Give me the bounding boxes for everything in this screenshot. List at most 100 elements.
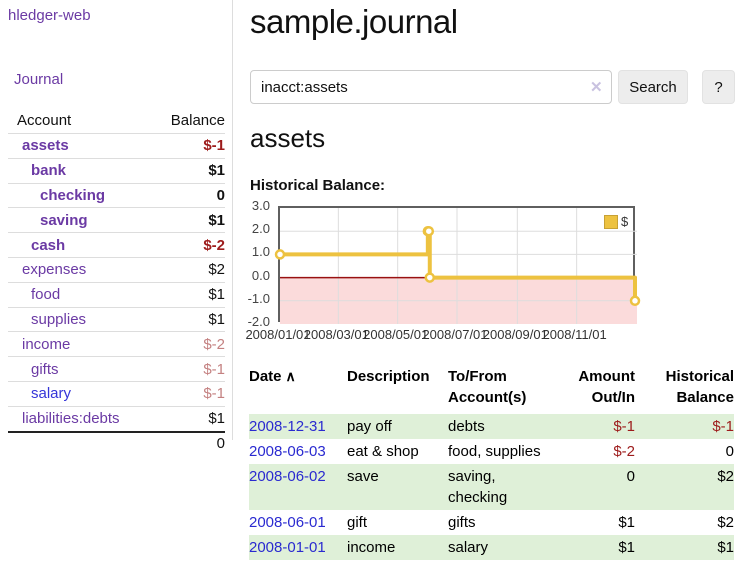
transaction-accounts: saving, checking [448, 468, 508, 506]
amount-column-header: Amount Out/In [578, 368, 635, 406]
account-total-row: 0 [8, 430, 225, 455]
transaction-description: save [347, 468, 379, 485]
account-balance: $1 [208, 310, 225, 328]
y-tick-label: 0.0 [251, 267, 270, 283]
x-tick-label: 2008/01/01 [245, 327, 311, 342]
x-tick-label: 2008/07/01 [422, 327, 488, 342]
help-button[interactable]: ? [702, 70, 735, 104]
page-title: sample.journal [250, 3, 458, 40]
account-column-header: Account [17, 112, 72, 129]
description-column-header: Description [347, 368, 430, 385]
account-row: cash $-2 [8, 232, 225, 257]
transaction-date-link[interactable]: 2008-01-01 [249, 539, 326, 556]
transaction-amount: $1 [618, 539, 635, 556]
sort-asc-icon: ∧ [285, 368, 296, 384]
transaction-accounts: gifts [448, 514, 476, 531]
account-row: checking 0 [8, 182, 225, 208]
account-table-header: Account Balance [8, 108, 225, 133]
register-table: Date ∧ Description To/From Account(s) Amo… [249, 364, 734, 560]
app-title-link[interactable]: hledger-web [8, 7, 91, 24]
transaction-accounts: debts [448, 418, 485, 435]
account-column-header: To/From Account(s) [448, 368, 527, 406]
account-link-expenses[interactable]: expenses [22, 261, 87, 279]
account-link-liabilities-debts[interactable]: liabilities:debts [22, 410, 120, 428]
transaction-amount: 0 [626, 468, 635, 485]
x-tick-label: 2008/05/01 [363, 327, 429, 342]
transaction-balance: $2 [717, 468, 734, 485]
series-swatch-icon [604, 214, 618, 229]
account-link-gifts[interactable]: gifts [31, 360, 59, 378]
transaction-date-link[interactable]: 2008-06-01 [249, 514, 326, 531]
account-row: expenses $2 [8, 256, 225, 282]
balance-chart [274, 206, 641, 324]
account-row: supplies $1 [8, 306, 225, 332]
table-row: 2008-01-01 income salary $1 $1 [249, 535, 734, 560]
search-button[interactable]: Search [618, 70, 688, 104]
account-row: income $-2 [8, 331, 225, 356]
chart-title: Historical Balance: [250, 177, 386, 194]
sidebar-divider [232, 0, 233, 440]
transaction-balance: $-1 [712, 418, 734, 435]
transaction-date-link[interactable]: 2008-06-03 [249, 443, 326, 460]
account-link-supplies[interactable]: supplies [31, 310, 87, 328]
account-row: gifts $-1 [8, 356, 225, 381]
account-balance: $-2 [203, 236, 225, 254]
account-link-saving[interactable]: saving [40, 211, 88, 229]
y-tick-label: 3.0 [251, 198, 270, 213]
balance-chart-canvas [274, 208, 641, 324]
x-tick-label: 2008/11/01 [542, 327, 607, 342]
account-balance: $1 [208, 211, 225, 229]
table-row: 2008-06-01 gift gifts $1 $2 [249, 510, 734, 535]
account-balance: 0 [216, 186, 225, 204]
account-link-assets[interactable]: assets [22, 137, 69, 155]
account-balance: $-1 [203, 385, 225, 403]
account-link-bank[interactable]: bank [31, 162, 67, 180]
sidebar-item-journal[interactable]: Journal [14, 71, 64, 88]
register-table-header: Date ∧ Description To/From Account(s) Amo… [249, 364, 734, 414]
transaction-description: gift [347, 514, 368, 531]
account-balance: $1 [208, 410, 225, 428]
transaction-amount: $-2 [613, 443, 635, 460]
transaction-amount: $-1 [613, 418, 635, 435]
y-tick-label: 1.0 [251, 244, 270, 260]
account-heading: assets [250, 123, 326, 153]
transaction-date-link[interactable]: 2008-06-02 [249, 468, 326, 485]
account-row: assets $-1 [8, 133, 225, 158]
transaction-date-link[interactable]: 2008-12-31 [249, 418, 326, 435]
account-row: bank $1 [8, 157, 225, 183]
clear-search-icon[interactable]: ✕ [590, 79, 603, 96]
y-tick-label: -2.0 [247, 314, 270, 329]
account-row: salary $-1 [8, 380, 225, 406]
transaction-description: eat & shop [347, 443, 419, 460]
y-tick-label: -1.0 [247, 290, 270, 306]
date-column-header[interactable]: Date ∧ [249, 368, 296, 385]
chart-legend: $ [602, 213, 631, 230]
account-link-salary[interactable]: salary [31, 385, 72, 403]
account-row: liabilities:debts $1 [8, 405, 225, 431]
account-link-income[interactable]: income [22, 335, 71, 353]
balance-column-header: Balance [170, 112, 225, 129]
x-tick-label: 2008/03/01 [303, 327, 369, 342]
account-balance: $1 [208, 162, 225, 180]
transaction-description: pay off [347, 418, 392, 435]
transaction-accounts: food, supplies [448, 443, 541, 460]
account-total-value: 0 [216, 435, 225, 453]
account-link-cash[interactable]: cash [31, 236, 66, 254]
account-link-checking[interactable]: checking [40, 186, 106, 204]
account-balance: $1 [208, 286, 225, 304]
account-balance: $2 [208, 261, 225, 279]
account-link-food[interactable]: food [31, 286, 61, 304]
transaction-description: income [347, 539, 396, 556]
account-balance: $-1 [203, 137, 225, 155]
series-label: $ [621, 214, 629, 229]
x-tick-label: 2008/09/01 [482, 327, 548, 342]
transaction-accounts: salary [448, 539, 489, 556]
search-input[interactable] [250, 70, 612, 104]
account-balance: $-2 [203, 335, 225, 353]
balance-column-header: Historical Balance [665, 368, 734, 406]
account-row: saving $1 [8, 207, 225, 232]
account-balance: $-1 [203, 360, 225, 378]
table-row: 2008-06-02 save saving, checking 0 $2 [249, 464, 734, 510]
transaction-balance: $2 [717, 514, 734, 531]
